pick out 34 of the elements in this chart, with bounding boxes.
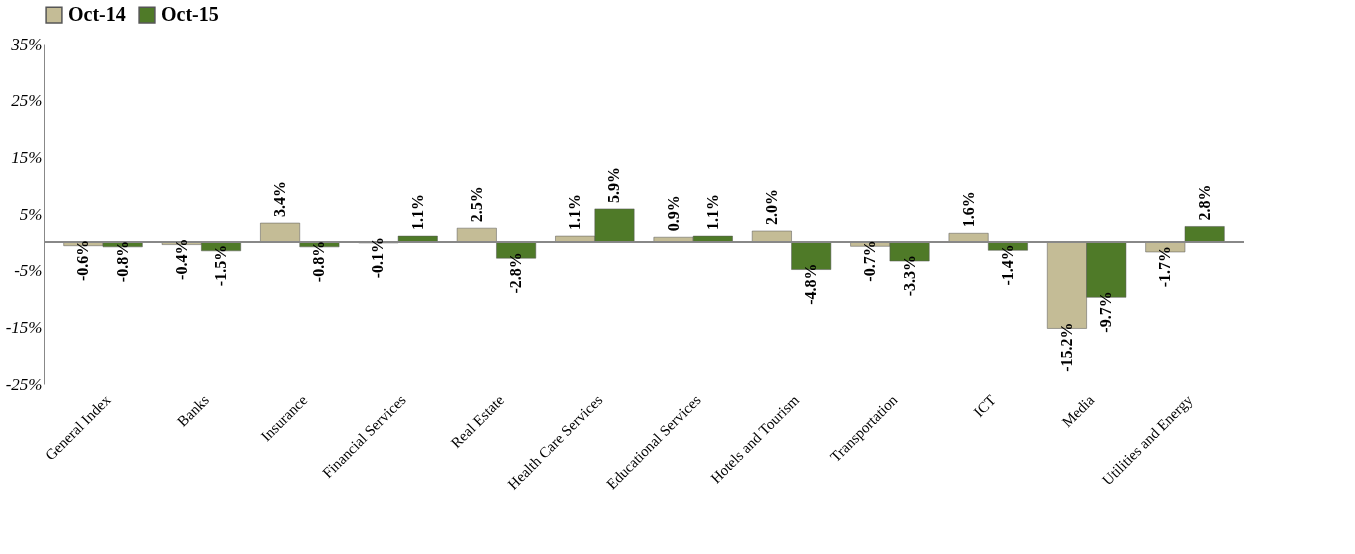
data-label: -1.7% bbox=[1156, 245, 1174, 288]
data-label: -1.4% bbox=[998, 244, 1016, 286]
legend-label: Oct-15 bbox=[161, 3, 219, 26]
data-label: 2.8% bbox=[1195, 184, 1213, 221]
data-label: -4.8% bbox=[802, 263, 820, 305]
y-tick-label: 5% bbox=[19, 204, 43, 224]
y-tick-label: -5% bbox=[14, 261, 43, 281]
data-label: -15.2% bbox=[1057, 322, 1075, 372]
data-label: 1.6% bbox=[959, 191, 977, 228]
x-tick-label: ICT bbox=[970, 391, 999, 421]
data-label: -9.7% bbox=[1097, 291, 1115, 333]
y-tick-label: 35% bbox=[10, 34, 43, 54]
y-tick-label: -15% bbox=[5, 317, 43, 337]
data-label: 0.9% bbox=[664, 195, 682, 232]
data-label: -0.1% bbox=[369, 236, 387, 279]
data-label: 1.1% bbox=[703, 194, 721, 231]
y-tick-label: 15% bbox=[11, 147, 43, 167]
y-tick-label: 25% bbox=[11, 91, 43, 111]
y-tick-label: -25% bbox=[5, 374, 43, 394]
data-label: 2.0% bbox=[762, 189, 780, 225]
data-label: -2.8% bbox=[507, 252, 525, 294]
data-label: -1.5% bbox=[212, 244, 230, 287]
data-label: 5.9% bbox=[605, 166, 623, 203]
data-label: -0.7% bbox=[861, 240, 879, 282]
data-label: -0.6% bbox=[74, 239, 92, 282]
data-label: -0.8% bbox=[113, 240, 131, 283]
data-label: 3.4% bbox=[271, 181, 289, 218]
data-label: -3.3% bbox=[900, 255, 918, 297]
data-label: -0.8% bbox=[310, 240, 328, 283]
data-label: 1.1% bbox=[566, 194, 584, 231]
data-label: -0.4% bbox=[172, 238, 190, 280]
data-label: 2.5% bbox=[467, 186, 485, 223]
data-label: 1.1% bbox=[408, 194, 426, 231]
legend-label: Oct-14 bbox=[68, 3, 126, 26]
